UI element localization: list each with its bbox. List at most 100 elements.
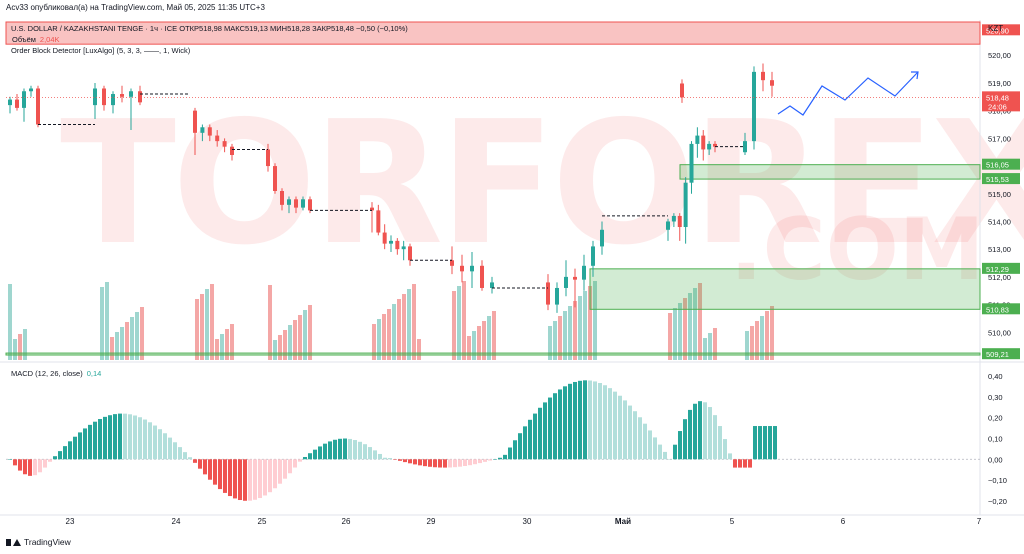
macd-histogram-bar bbox=[758, 426, 762, 460]
order-block-legend[interactable]: Order Block Detector [LuxAlgo] (5, 3, 3,… bbox=[11, 46, 191, 55]
macd-histogram-bar bbox=[38, 459, 42, 473]
volume-bar bbox=[382, 314, 386, 360]
macd-histogram-bar bbox=[713, 415, 717, 460]
volume-bar bbox=[703, 338, 707, 360]
price-label-box bbox=[982, 158, 1020, 170]
macd-histogram-bar bbox=[198, 459, 202, 469]
volume-bar bbox=[303, 310, 307, 360]
tradingview-logo[interactable]: TradingView bbox=[6, 537, 71, 547]
volume-bar bbox=[140, 307, 144, 360]
macd-histogram-bar bbox=[143, 419, 147, 460]
candle-body bbox=[308, 199, 312, 211]
volume-bar bbox=[487, 316, 491, 360]
macd-histogram-bar bbox=[648, 430, 652, 460]
volume-legend[interactable]: Объём 2,04K bbox=[12, 35, 60, 44]
macd-histogram-bar bbox=[73, 436, 77, 460]
candle-body bbox=[401, 246, 406, 250]
candle-body bbox=[15, 99, 19, 108]
macd-histogram-bar bbox=[738, 459, 742, 468]
candle-body bbox=[677, 215, 682, 228]
volume-bar bbox=[13, 339, 17, 360]
volume-bar bbox=[407, 289, 411, 360]
candle-body bbox=[389, 240, 393, 244]
candle-body bbox=[564, 276, 568, 288]
macd-histogram-bar bbox=[328, 441, 332, 460]
macd-histogram-bar bbox=[618, 395, 622, 460]
macd-histogram-bar bbox=[558, 389, 562, 460]
volume-bar bbox=[268, 285, 272, 360]
macd-histogram-bar bbox=[168, 437, 172, 460]
candle-body bbox=[408, 246, 412, 261]
price-label-text: 518,48 bbox=[986, 93, 1009, 102]
macd-histogram-bar bbox=[628, 405, 632, 460]
macd-histogram-bar bbox=[463, 459, 467, 467]
macd-histogram-bar bbox=[108, 415, 112, 460]
volume-bar bbox=[492, 311, 496, 360]
volume-bar bbox=[100, 287, 104, 360]
price-tick-label: 512,00 bbox=[988, 273, 1011, 282]
volume-bar bbox=[765, 311, 769, 360]
macd-histogram-bar bbox=[493, 459, 497, 460]
macd-histogram-bar bbox=[333, 439, 337, 460]
volume-bar bbox=[678, 303, 682, 360]
candle-body bbox=[701, 135, 706, 150]
candle-body bbox=[450, 260, 454, 266]
macd-histogram-bar bbox=[503, 454, 507, 460]
macd-histogram-bar bbox=[468, 459, 472, 466]
volume-bar bbox=[412, 284, 416, 360]
candle-body bbox=[207, 127, 212, 136]
price-tick-label: 517,00 bbox=[988, 134, 1011, 143]
candle-body bbox=[591, 246, 595, 266]
macd-histogram-bar bbox=[653, 437, 657, 460]
candle-body bbox=[193, 110, 197, 133]
macd-histogram-bar bbox=[748, 459, 752, 468]
macd-histogram-bar bbox=[538, 407, 542, 460]
macd-histogram-bar bbox=[388, 458, 392, 460]
candle-body bbox=[120, 94, 124, 97]
symbol-legend[interactable]: U.S. DOLLAR / KAZAKHSTANI TENGE · 1ч · I… bbox=[11, 24, 408, 33]
macd-histogram-bar bbox=[663, 451, 667, 460]
tradingview-icon bbox=[6, 538, 21, 547]
price-label-box bbox=[982, 173, 1020, 185]
macd-histogram-bar bbox=[223, 459, 227, 493]
macd-tick-label: 0,00 bbox=[988, 455, 1003, 464]
volume-bar bbox=[125, 322, 129, 360]
macd-histogram-bar bbox=[383, 457, 387, 460]
price-label-box bbox=[982, 348, 1020, 360]
macd-legend[interactable]: MACD (12, 26, close) 0,14 bbox=[11, 369, 101, 378]
time-tick-label: 25 bbox=[258, 517, 267, 526]
macd-histogram-bar bbox=[268, 459, 272, 493]
price-tick-label: 515,00 bbox=[988, 190, 1011, 199]
macd-histogram-bar bbox=[283, 459, 287, 479]
macd-histogram-bar bbox=[338, 438, 342, 460]
macd-histogram-bar bbox=[208, 459, 212, 480]
price-label-text: 520,90 bbox=[986, 26, 1009, 35]
candle-body bbox=[370, 207, 374, 211]
macd-histogram-bar bbox=[228, 459, 232, 497]
volume-bar bbox=[278, 335, 282, 360]
candle-body bbox=[555, 287, 559, 305]
macd-histogram-bar bbox=[603, 385, 607, 460]
candle-body bbox=[36, 88, 40, 125]
macd-histogram-bar bbox=[488, 459, 492, 461]
volume-bar bbox=[210, 284, 214, 360]
volume-bar bbox=[402, 294, 406, 360]
candle-body bbox=[301, 199, 305, 208]
candle-body bbox=[689, 143, 694, 183]
volume-bar bbox=[553, 321, 557, 360]
price-label-text: 515,53 bbox=[986, 175, 1009, 184]
macd-histogram-bar bbox=[763, 426, 767, 460]
macd-histogram-bar bbox=[303, 456, 307, 460]
macd-histogram-bar bbox=[363, 444, 367, 460]
volume-bar bbox=[18, 334, 22, 360]
macd-histogram-bar bbox=[568, 383, 572, 460]
volume-bar bbox=[273, 340, 277, 360]
price-tick-label: 520,00 bbox=[988, 51, 1011, 60]
macd-histogram-bar bbox=[128, 414, 132, 460]
volume-bar bbox=[568, 306, 572, 360]
candle-body bbox=[683, 182, 688, 228]
macd-tick-label: 0,10 bbox=[988, 435, 1003, 444]
candle-body bbox=[752, 71, 756, 142]
price-label-box bbox=[982, 24, 1020, 36]
